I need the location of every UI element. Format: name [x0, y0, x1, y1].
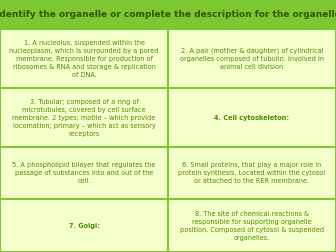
Text: 5. A phospholipid bilayer that regulates the
passage of substances into and out : 5. A phospholipid bilayer that regulates…	[12, 162, 156, 184]
Bar	[0, 0, 336, 29]
Bar	[0, 29, 168, 88]
Text: Identify the organelle or complete the description for the organelle: Identify the organelle or complete the d…	[0, 10, 336, 19]
Text: 3. Tubular; composed of a ring of
microtubules, covered by cell surface
membrane: 3. Tubular; composed of a ring of microt…	[12, 99, 156, 137]
Bar	[0, 88, 168, 147]
Bar	[168, 199, 336, 252]
Bar	[0, 199, 168, 252]
Text: 7. Golgi:: 7. Golgi:	[69, 223, 99, 229]
Bar	[168, 88, 336, 147]
Text: 4. Cell cytoskeleton:: 4. Cell cytoskeleton:	[214, 115, 290, 121]
Text: 6. Small proteins, that play a major role in
protein synthesis. Located within t: 6. Small proteins, that play a major rol…	[178, 162, 326, 184]
Text: 8. The site of chemical reactions &
responsible for supporting organelle
positio: 8. The site of chemical reactions & resp…	[180, 210, 324, 241]
Bar	[0, 147, 168, 199]
Text: 1. A nucleolus, suspended within the
nucleoplasm, which is surrounded by a pored: 1. A nucleolus, suspended within the nuc…	[9, 40, 159, 78]
Text: 2. A pair (mother & daughter) of cylindrical
organelles composed of tubulin. Inv: 2. A pair (mother & daughter) of cylindr…	[180, 47, 324, 70]
Bar	[168, 29, 336, 88]
Bar	[168, 147, 336, 199]
